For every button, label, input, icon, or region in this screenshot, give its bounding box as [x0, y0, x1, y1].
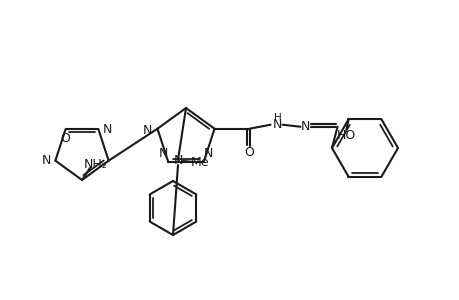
- Text: HO: HO: [336, 129, 355, 142]
- Text: H: H: [273, 113, 281, 123]
- Text: N: N: [300, 120, 309, 133]
- Text: N: N: [173, 154, 182, 166]
- Text: N: N: [203, 147, 213, 160]
- Text: N: N: [158, 147, 168, 160]
- Text: N: N: [42, 154, 51, 167]
- Text: O: O: [61, 132, 70, 145]
- Text: N: N: [272, 118, 282, 131]
- Text: Me: Me: [190, 157, 209, 169]
- Text: O: O: [244, 146, 254, 159]
- Text: N: N: [142, 124, 152, 137]
- Text: N: N: [102, 123, 112, 136]
- Text: NH₂: NH₂: [84, 158, 108, 170]
